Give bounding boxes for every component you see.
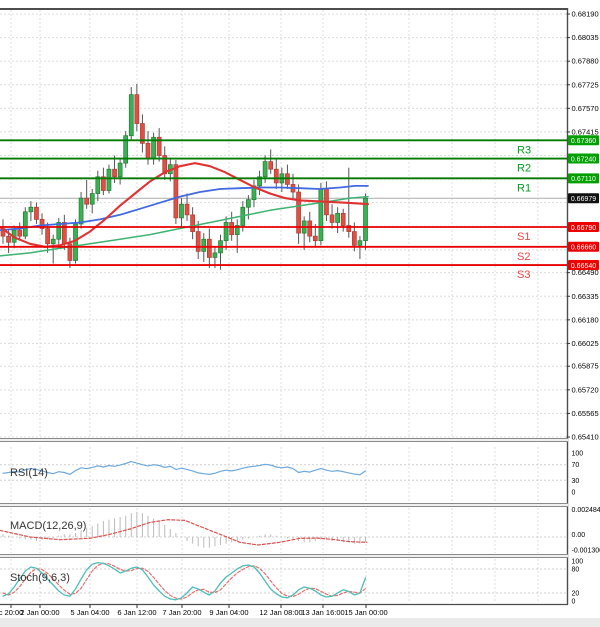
svg-text:7 Jan 20:00: 7 Jan 20:00 — [162, 608, 201, 617]
svg-text:0.65410: 0.65410 — [572, 433, 599, 442]
svg-text:12 Jan 08:00: 12 Jan 08:00 — [259, 608, 302, 617]
svg-text:R3: R3 — [517, 144, 531, 156]
svg-text:0.002484: 0.002484 — [572, 507, 600, 514]
svg-text:0.67880: 0.67880 — [572, 57, 599, 66]
svg-text:0: 0 — [572, 599, 576, 606]
svg-text:0.66979: 0.66979 — [571, 196, 596, 203]
svg-text:9 Jan 04:00: 9 Jan 04:00 — [209, 608, 248, 617]
svg-text:15 Jan 00:00: 15 Jan 00:00 — [344, 608, 387, 617]
svg-text:0.66540: 0.66540 — [571, 263, 596, 270]
stoch-label: Stoch(9,6,3) — [10, 572, 70, 584]
svg-text:0.67240: 0.67240 — [571, 156, 596, 163]
svg-text:0.66490: 0.66490 — [572, 268, 599, 277]
svg-text:0.67570: 0.67570 — [572, 104, 599, 113]
main-grid — [0, 10, 567, 438]
svg-text:0.65565: 0.65565 — [572, 409, 599, 418]
svg-text:100: 100 — [572, 559, 584, 566]
svg-text:-0.001306: -0.001306 — [572, 548, 600, 555]
svg-text:80: 80 — [572, 567, 580, 574]
svg-text:0.67110: 0.67110 — [571, 176, 596, 183]
svg-text:S2: S2 — [517, 251, 530, 263]
rsi-label: RSI(14) — [10, 467, 48, 479]
support-resistance-lines: R3 R2 R1 S1 S2 S3 — [0, 139, 567, 281]
svg-text:0.66180: 0.66180 — [572, 315, 599, 324]
svg-text:0.00: 0.00 — [572, 532, 586, 539]
svg-text:0.67415: 0.67415 — [572, 127, 599, 136]
date-axis: c 20:002 Jan 00:00 5 Jan 04:00 6 Jan 12:00… — [0, 604, 388, 617]
svg-text:0.67725: 0.67725 — [572, 80, 599, 89]
macd-panel: 0.002484 0.00 -0.001306 — [0, 507, 600, 555]
candlesticks — [0, 83, 368, 270]
svg-text:20: 20 — [572, 591, 580, 598]
svg-text:S3: S3 — [517, 269, 530, 281]
svg-text:30: 30 — [572, 478, 580, 485]
svg-text:c 20:00: c 20:00 — [0, 608, 23, 617]
svg-text:70: 70 — [572, 462, 580, 469]
price-axis: 0.68190 0.68035 0.67880 0.67725 0.67570 0.674… — [566, 10, 599, 442]
svg-text:0.66790: 0.66790 — [571, 225, 596, 232]
svg-text:0.68035: 0.68035 — [572, 33, 599, 42]
svg-text:5 Jan 04:00: 5 Jan 04:00 — [70, 608, 109, 617]
svg-text:0.68190: 0.68190 — [572, 10, 599, 19]
svg-text:0.66025: 0.66025 — [572, 339, 599, 348]
svg-text:100: 100 — [572, 451, 584, 458]
svg-text:0.67360: 0.67360 — [571, 138, 596, 145]
svg-text:0.65875: 0.65875 — [572, 362, 599, 371]
svg-text:S1: S1 — [517, 231, 530, 243]
svg-text:0: 0 — [572, 490, 576, 497]
chart-frame — [0, 8, 600, 627]
svg-text:0.66660: 0.66660 — [571, 245, 596, 252]
rsi-panel: 100 70 30 0 — [0, 447, 583, 502]
svg-text:13 Jan 16:00: 13 Jan 16:00 — [301, 608, 344, 617]
svg-text:0.66335: 0.66335 — [572, 292, 599, 301]
macd-label: MACD(12,26,9) — [10, 520, 87, 532]
svg-text:2 Jan 00:00: 2 Jan 00:00 — [20, 608, 59, 617]
svg-text:R1: R1 — [517, 182, 531, 194]
svg-text:0.65720: 0.65720 — [572, 385, 599, 394]
svg-text:6 Jan 12:00: 6 Jan 12:00 — [117, 608, 156, 617]
svg-text:R2: R2 — [517, 163, 531, 175]
